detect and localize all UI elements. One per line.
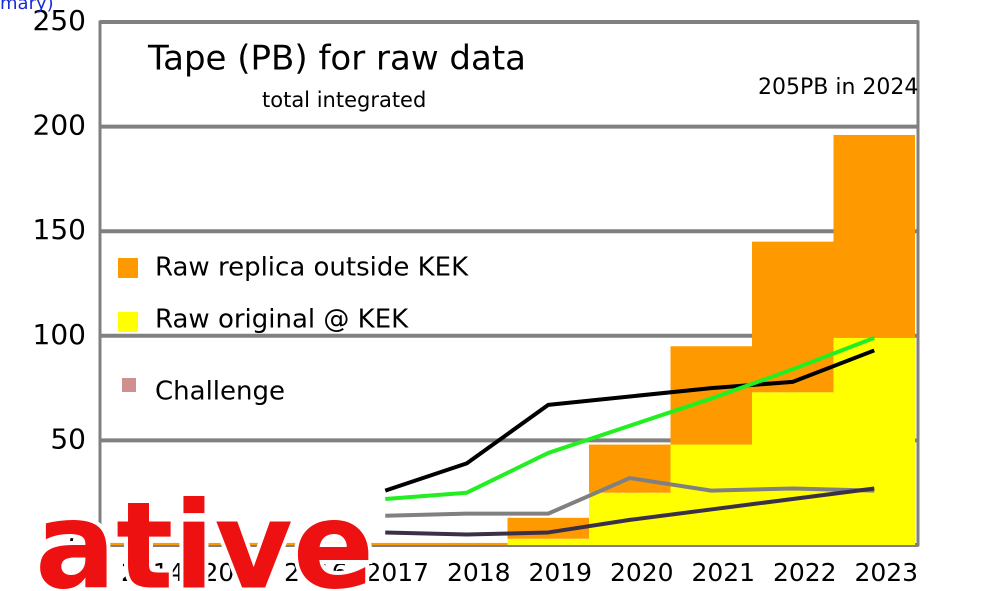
bar (833, 337, 915, 545)
x-tick-label: 2019 (528, 558, 592, 587)
bar (344, 542, 426, 545)
bar (752, 392, 834, 545)
y-tick-label: 100 (33, 318, 86, 351)
overlay-text: ative (35, 478, 374, 591)
legend-swatch (122, 378, 136, 392)
line (385, 476, 875, 518)
y-tick-label: 0 (68, 527, 86, 560)
line (384, 348, 875, 493)
x-tick-label: 2018 (447, 558, 511, 587)
x-tick-label: 2017 (365, 558, 429, 587)
bar (100, 542, 182, 545)
x-tick-label: 2021 (691, 558, 755, 587)
x-tick-label: 2023 (854, 558, 918, 587)
y-tick-label: 50 (50, 422, 86, 455)
annotation: 205PB in 2024 (758, 75, 918, 100)
legend-label: Challenge (155, 377, 285, 407)
chart-title: Tape (PB) for raw data (147, 39, 526, 79)
legend-label: Raw original @ KEK (155, 305, 409, 335)
annotation: mary) (0, 0, 54, 14)
x-tick-label: 2014 (121, 558, 185, 587)
line (385, 336, 875, 501)
bar (426, 542, 508, 545)
x-tick-label: 2020 (610, 558, 674, 587)
legend-swatch (118, 312, 138, 332)
legend-swatch (118, 258, 138, 278)
x-tick-label: 2015 (202, 558, 266, 587)
y-tick-label: 200 (33, 109, 86, 142)
bar (263, 542, 345, 545)
x-tick-label: 2022 (773, 558, 837, 587)
y-tick-label: 250 (33, 4, 86, 37)
bar (833, 134, 915, 338)
bar (181, 542, 263, 545)
bar (670, 444, 752, 545)
bar (670, 346, 752, 445)
chart-subtitle: total integrated (262, 88, 426, 112)
y-tick-label: 150 (33, 213, 86, 246)
bar (589, 444, 671, 493)
x-tick-label: 2016 (284, 558, 348, 587)
line (385, 486, 875, 537)
bar (507, 538, 589, 545)
legend-label: Raw replica outside KEK (155, 253, 469, 283)
